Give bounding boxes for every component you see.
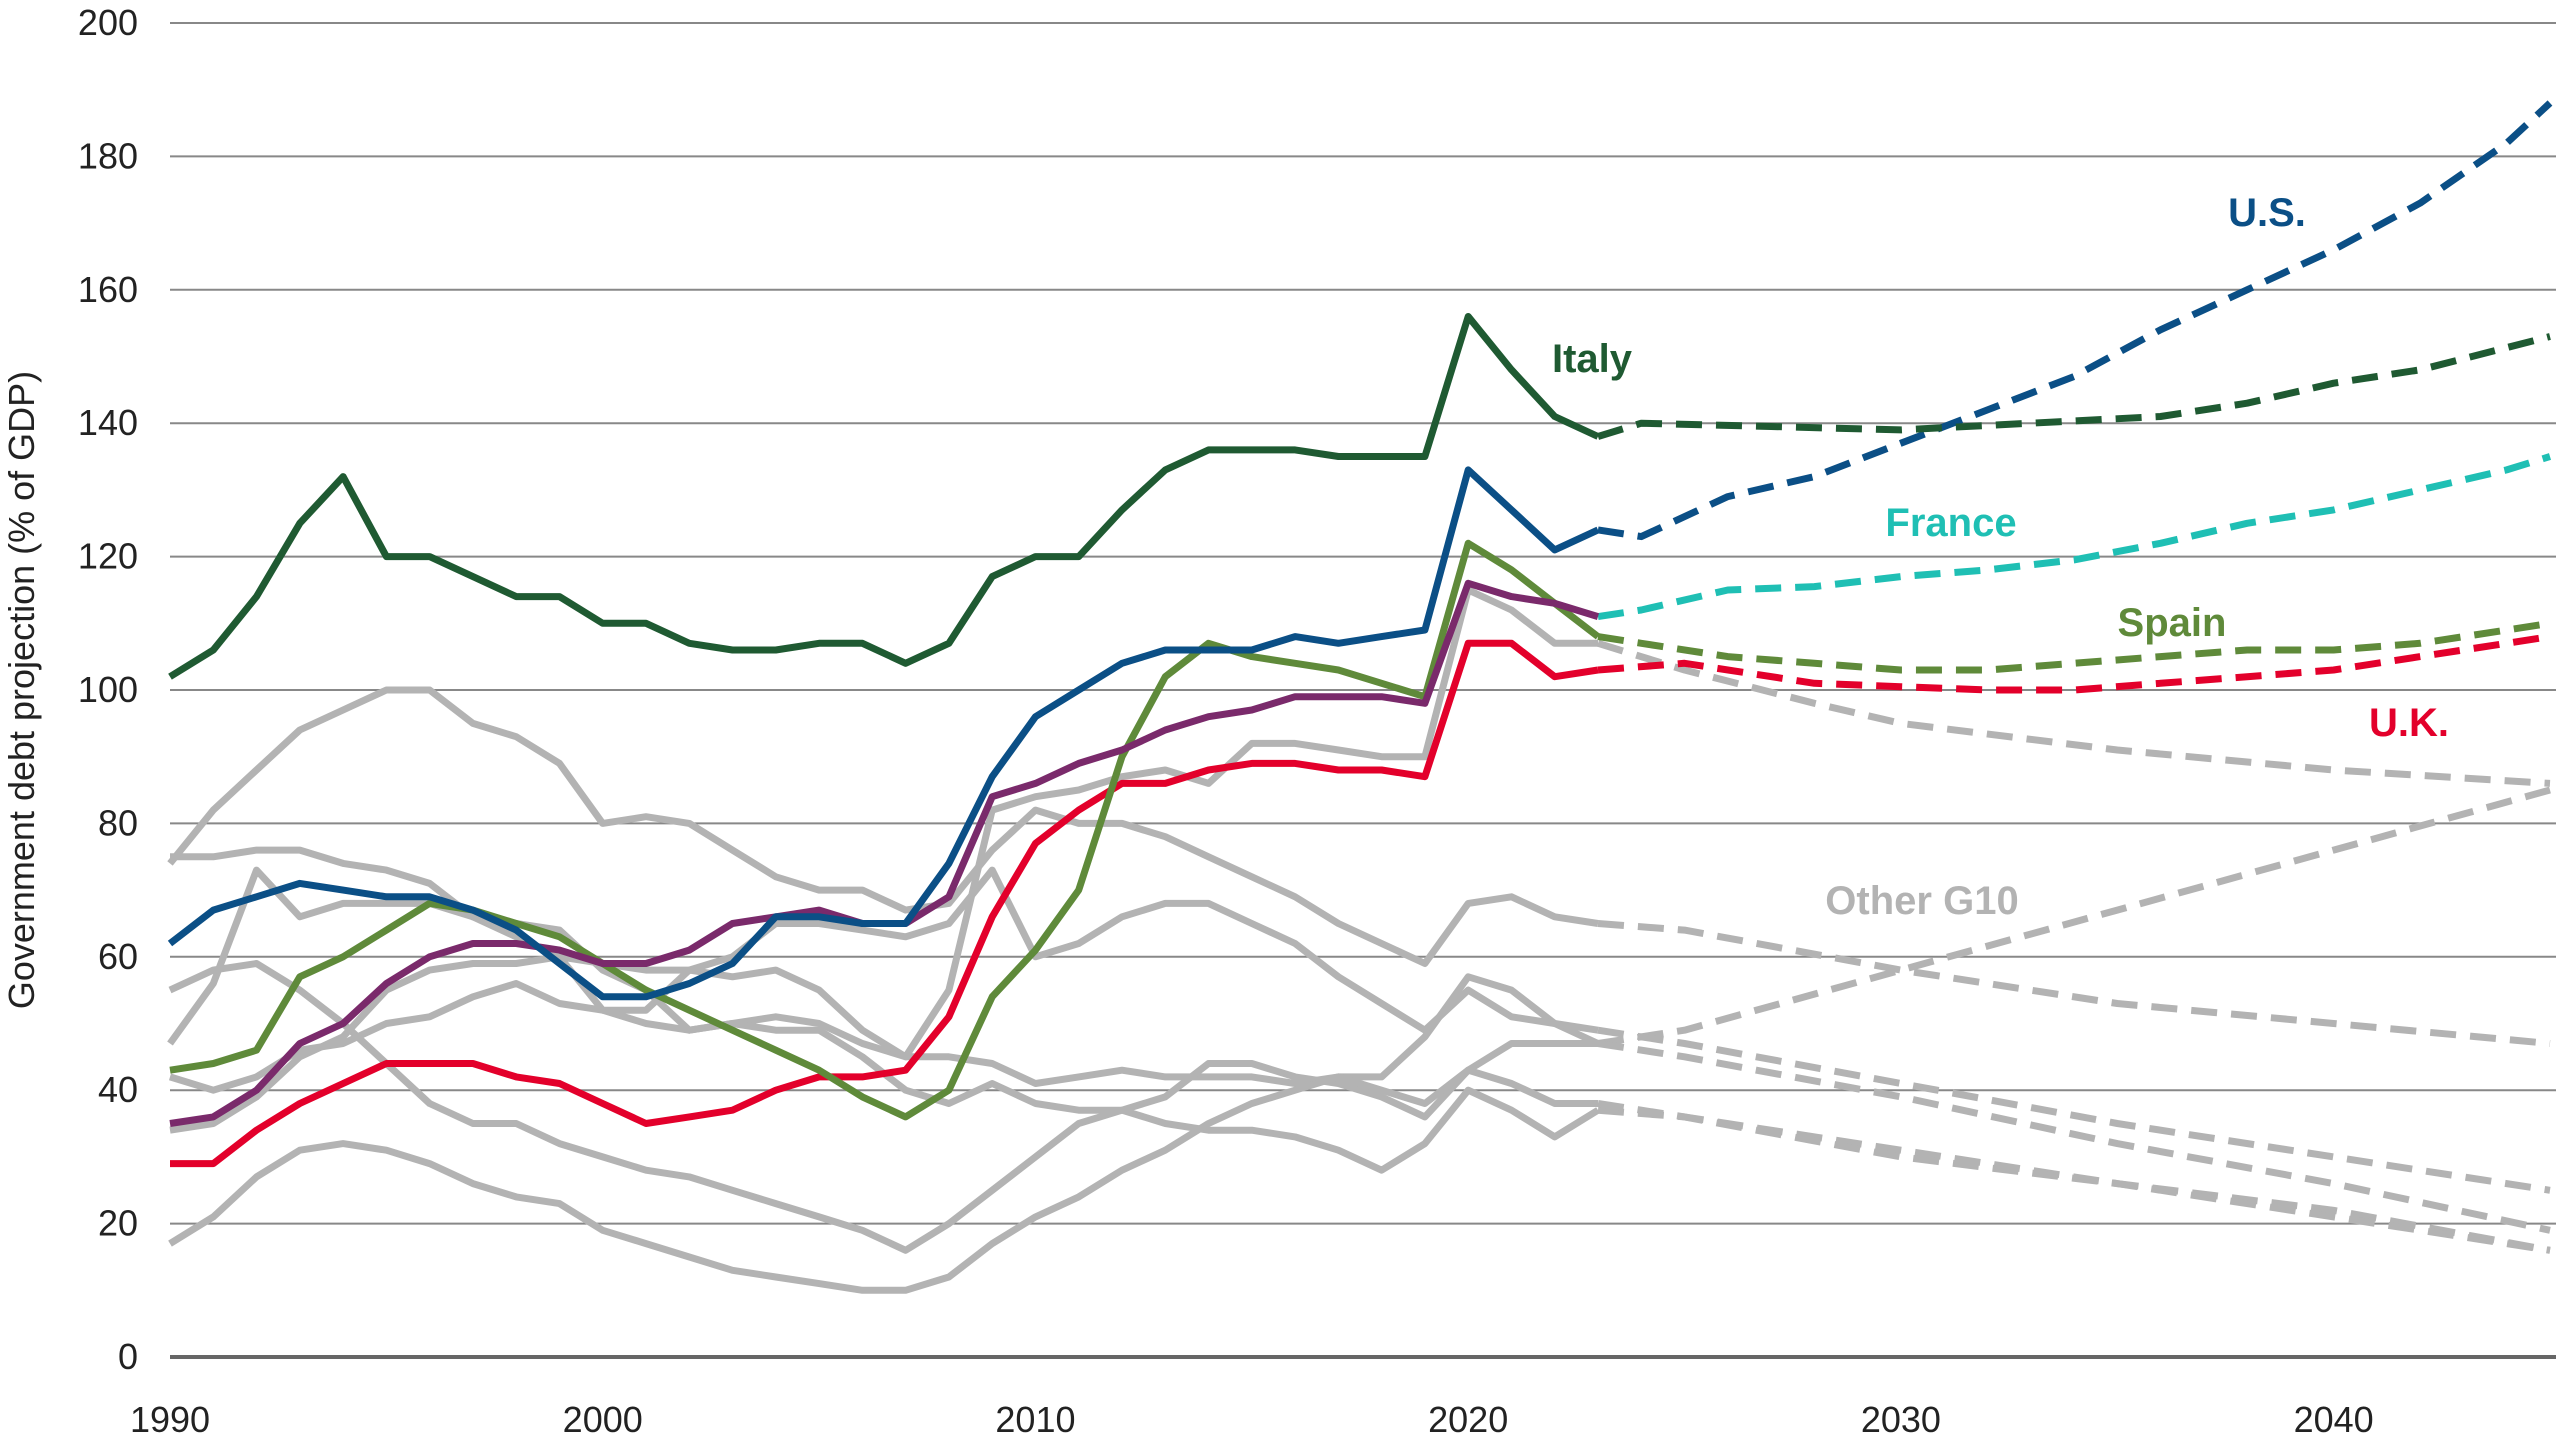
series-label: U.K.	[2369, 701, 2449, 745]
uk-historical-line	[170, 639, 1599, 1168]
other-g10-historical-line	[167, 686, 1599, 967]
y-tick-label: 80	[98, 802, 138, 843]
uk-projection-line	[1597, 633, 2551, 694]
series-labels: Italy U.S. France Spain U.K. Other G10	[1552, 191, 2449, 923]
y-tick-label: 140	[78, 402, 138, 443]
other-g10-projection-line	[1597, 920, 2551, 1047]
x-tick-label: 2020	[1428, 1399, 1508, 1440]
series-label: France	[1885, 501, 2016, 545]
other-g10-projection-line	[1597, 1026, 2551, 1194]
spain-projection-line	[1597, 619, 2551, 674]
series-label: Spain	[2118, 601, 2227, 645]
y-tick-label: 60	[98, 936, 138, 977]
series-label: U.S.	[2228, 191, 2306, 235]
other-g10-historical-line	[167, 866, 1600, 1087]
y-axis-ticks: 0 20 40 60 80 100 120 140 160 180 200	[78, 2, 138, 1377]
y-tick-label: 180	[78, 135, 138, 176]
us-projection-line	[1597, 100, 2553, 541]
x-tick-label: 1990	[130, 1399, 210, 1440]
us-historical-line	[167, 466, 1600, 1001]
y-tick-label: 20	[98, 1203, 138, 1244]
other-g10-historical-line	[168, 960, 1598, 1254]
other-g10-historical-line	[169, 866, 1599, 1134]
other-g10-historical-line	[168, 1066, 1598, 1294]
series-lines	[167, 100, 2553, 1294]
y-tick-label: 0	[118, 1336, 138, 1377]
other-g10-projection-line	[1597, 1040, 2551, 1234]
other-g10-projection-line	[1597, 786, 2551, 1047]
series-label: Other G10	[1825, 879, 2018, 923]
x-tick-label: 2010	[995, 1399, 1075, 1440]
y-tick-label: 200	[78, 2, 138, 43]
other-g10-projection-line	[1597, 1100, 2551, 1254]
y-tick-label: 120	[78, 536, 138, 577]
x-axis-ticks: 1990 2000 2010 2020 2030 2040	[130, 1399, 2374, 1440]
italy-historical-line	[168, 313, 1600, 680]
x-tick-label: 2040	[2294, 1399, 2374, 1440]
other-g10-historical-line	[170, 586, 1598, 1061]
series-label: Italy	[1552, 337, 1633, 381]
x-tick-label: 2000	[563, 1399, 643, 1440]
other-g10-projection-line	[1596, 639, 2551, 787]
y-tick-label: 100	[78, 669, 138, 710]
france-projection-line	[1597, 453, 2552, 621]
y-tick-label: 40	[98, 1069, 138, 1110]
y-axis-label: Government debt projection (% of GDP)	[1, 371, 42, 1009]
y-tick-label: 160	[78, 269, 138, 310]
x-tick-label: 2030	[1861, 1399, 1941, 1440]
spain-historical-line	[169, 539, 1601, 1121]
italy-projection-line	[1596, 333, 2551, 440]
